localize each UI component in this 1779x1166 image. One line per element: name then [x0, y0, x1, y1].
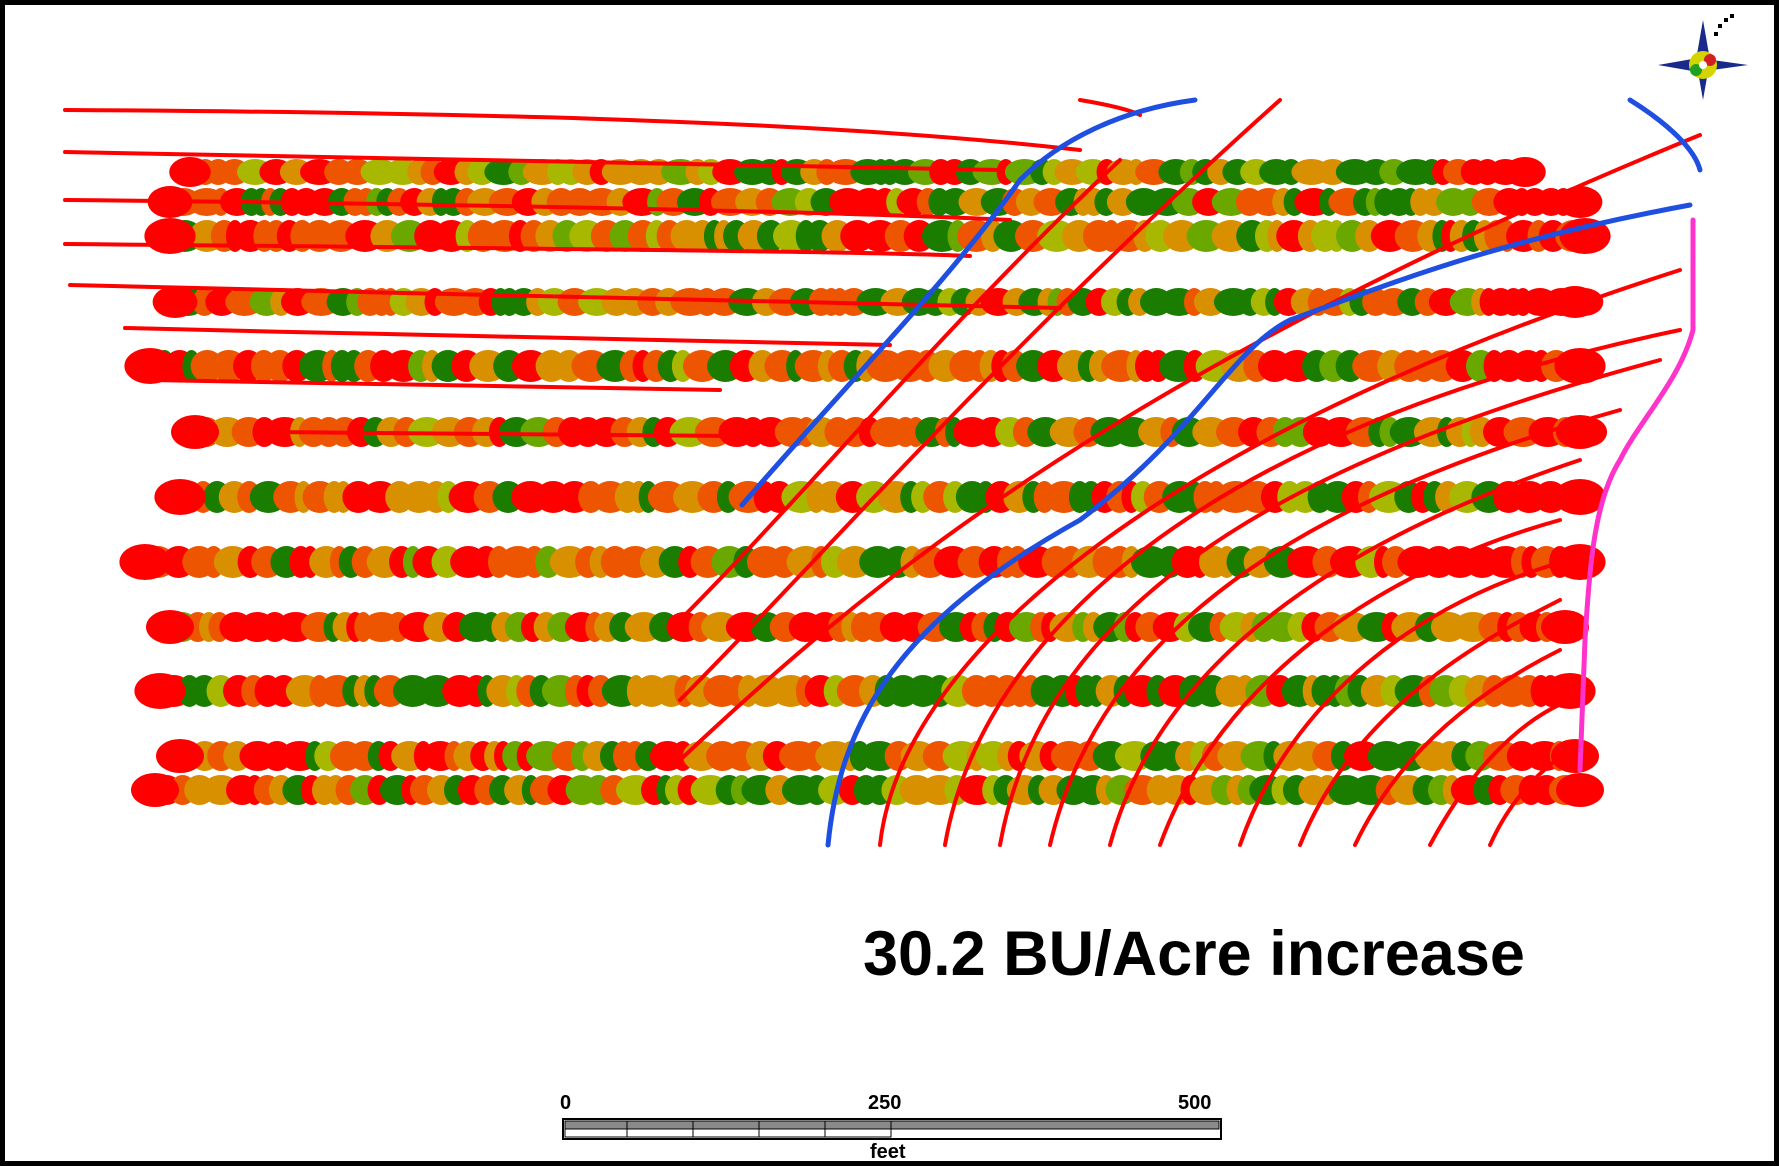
yield-strip: [146, 610, 1589, 644]
yield-strip: [134, 673, 1596, 709]
yield-strip-cap: [1557, 186, 1603, 218]
scale-bar: 0 250 500 feet: [560, 1092, 1222, 1163]
scale-segment: [824, 1120, 892, 1130]
yield-strip-cap: [154, 479, 206, 515]
scale-bar-segments: [564, 1120, 1220, 1138]
yield-strip-cap: [1504, 157, 1546, 187]
tile-diagonal-line: [1488, 748, 1572, 847]
yield-strip-cap: [146, 610, 194, 644]
yield-strip: [119, 544, 1606, 580]
yield-increase-headline: 30.2 BU/Acre increase: [863, 919, 1525, 989]
yield-strip-cap: [131, 773, 179, 807]
yield-strip-cap: [1554, 479, 1606, 515]
yield-strip-cap: [169, 157, 211, 187]
tile-diagonal-line: [1298, 598, 1562, 847]
scale-segment: [890, 1120, 1220, 1130]
yield-strip-cap: [1556, 773, 1604, 807]
field-boundary-line: [1577, 217, 1696, 773]
tile-lateral-line: [123, 326, 892, 347]
yield-strip: [131, 773, 1604, 807]
tile-diagonal-line: [1353, 648, 1562, 847]
main-drain-line: [739, 97, 1198, 508]
tile-diagonal-line: [878, 268, 1682, 847]
yield-strip: [144, 218, 1611, 254]
scale-segment: [692, 1128, 760, 1138]
scale-tick-250: 250: [868, 1092, 901, 1114]
tile-diagonal-line: [1158, 518, 1562, 847]
tile-lateral-line: [63, 108, 1082, 152]
yield-strip-cap: [1551, 739, 1599, 773]
tile-diagonal-line: [998, 358, 1662, 847]
tile-diagonal-line: [1108, 458, 1582, 847]
scale-segment: [758, 1120, 826, 1130]
tile-diagonal-line: [1428, 698, 1572, 847]
tile-lateral-line: [63, 242, 972, 258]
main-drain-lines: [739, 97, 1703, 848]
tile-diagonal-line: [678, 98, 1282, 702]
tile-diagonal-line: [943, 328, 1682, 847]
tile-lateral-line: [63, 150, 1002, 172]
yield-strip-cap: [152, 286, 198, 318]
tile-diagonal-line: [1048, 408, 1622, 847]
scale-segment: [824, 1128, 892, 1138]
tile-diagonal-line: [678, 158, 1122, 622]
scale-segment: [758, 1128, 826, 1138]
main-drain-line: [1627, 97, 1703, 173]
yield-strip-cap: [156, 739, 204, 773]
tile-lateral-line: [63, 198, 1012, 222]
scale-tick-0: 0: [560, 1092, 571, 1114]
tile-lateral-line: [68, 283, 1062, 310]
field-boundary-line: [1577, 217, 1696, 773]
yield-strip-cap: [144, 218, 196, 254]
yield-strip-cap: [1544, 673, 1596, 709]
scale-tick-500: 500: [1178, 1092, 1211, 1114]
yield-strip: [152, 286, 1604, 318]
tile-lateral-line: [268, 430, 732, 438]
yield-strip: [169, 157, 1546, 187]
scale-segment: [626, 1120, 694, 1130]
yield-strip-cap: [171, 415, 219, 449]
yield-strip: [156, 739, 1599, 773]
yield-strip: [154, 479, 1606, 515]
tile-diagonal-line: [1238, 558, 1572, 847]
scale-segment: [564, 1128, 628, 1138]
compass-rose-icon: [1658, 14, 1748, 100]
scale-segment: [626, 1128, 694, 1138]
tile-lateral-line: [148, 378, 722, 392]
scale-unit-label: feet: [870, 1141, 906, 1163]
yield-strip: [124, 348, 1606, 384]
scale-segment: [692, 1120, 760, 1130]
tile-diagonal-line: [678, 133, 1702, 762]
scale-segment: [564, 1120, 628, 1130]
yield-strip-cap: [1541, 610, 1589, 644]
yield-strip-cap: [124, 348, 176, 384]
main-drain-line: [825, 202, 1693, 848]
yield-strip-cap: [134, 673, 186, 709]
yield-strip-cap: [1559, 218, 1611, 254]
yield-strip-cap: [119, 544, 171, 580]
tile-lines: [63, 98, 1702, 847]
